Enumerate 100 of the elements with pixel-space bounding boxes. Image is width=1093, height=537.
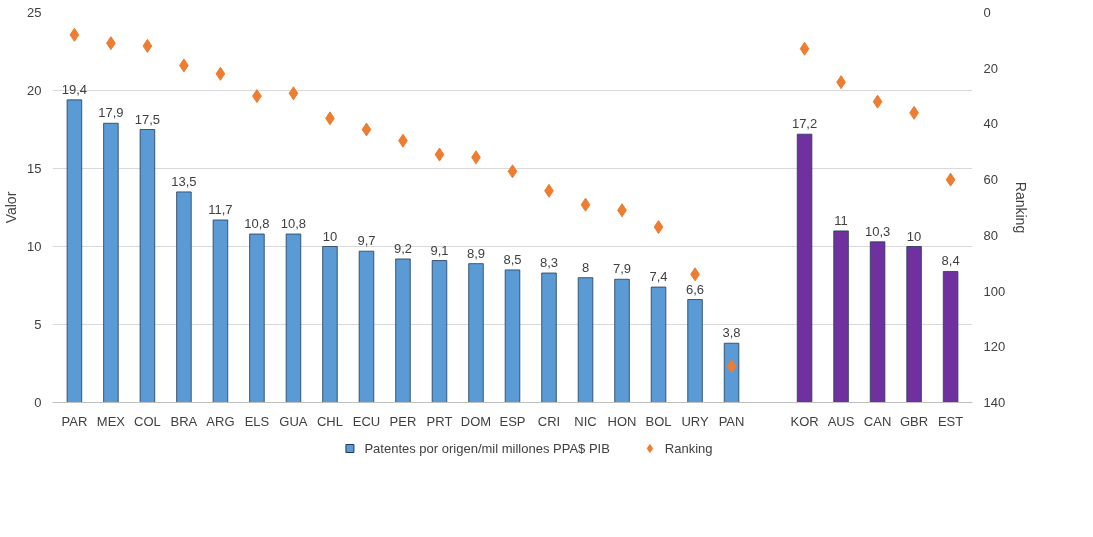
x-tick-label: AUS xyxy=(827,413,855,429)
x-tick-label: GBR xyxy=(900,413,929,429)
x-tick-label: ELS xyxy=(244,413,270,429)
bar xyxy=(833,230,849,403)
data-label: 13,5 xyxy=(171,173,197,189)
x-tick-label: ESP xyxy=(499,413,526,429)
legend-label: Ranking xyxy=(664,440,713,456)
bar xyxy=(395,258,411,403)
x-tick-label: CHL xyxy=(316,413,343,429)
bar xyxy=(322,246,338,403)
x-tick-label: COL xyxy=(134,413,161,429)
data-label: 7,9 xyxy=(612,261,632,277)
point xyxy=(507,164,518,179)
bar xyxy=(723,342,740,403)
y-tick-label: 25 xyxy=(27,5,42,20)
point xyxy=(653,220,664,234)
bar xyxy=(212,219,229,403)
point xyxy=(434,147,445,162)
bar xyxy=(176,191,192,403)
point xyxy=(215,66,226,81)
y2-tick-label: 80 xyxy=(983,227,998,243)
data-label: 11,7 xyxy=(208,201,233,217)
data-label: 10,3 xyxy=(864,223,891,239)
point xyxy=(945,172,956,187)
bar xyxy=(504,269,521,403)
point xyxy=(69,27,80,42)
y-axis-title: Valor xyxy=(3,191,20,224)
y2-tick-label: 0 xyxy=(983,5,991,20)
point xyxy=(580,197,591,212)
x-tick-label: CRI xyxy=(537,413,561,429)
data-label: 7,4 xyxy=(649,269,668,285)
x-tick-label: KOR xyxy=(790,413,819,429)
data-label: 17,5 xyxy=(134,111,161,127)
x-tick-label: URY xyxy=(681,413,709,429)
point xyxy=(142,38,153,53)
bar xyxy=(650,286,667,403)
y2-tick-label: 120 xyxy=(983,339,1006,355)
x-tick-label: PER xyxy=(389,413,417,429)
y-tick-label: 10 xyxy=(27,239,42,254)
data-label: 8,3 xyxy=(539,255,559,271)
bar xyxy=(687,299,703,403)
data-label: 3,8 xyxy=(722,325,741,341)
point xyxy=(288,86,299,101)
data-label: 6,6 xyxy=(686,281,705,297)
x-tick-label: EST xyxy=(937,413,964,429)
x-tick-label: PAR xyxy=(61,413,88,429)
x-tick-label: PAN xyxy=(718,413,745,429)
bar xyxy=(541,272,557,403)
y-tick-label: 5 xyxy=(34,317,42,332)
data-label: 10 xyxy=(322,228,338,244)
bar xyxy=(869,241,886,403)
bar xyxy=(614,278,630,403)
bar xyxy=(906,246,922,403)
data-label: 9,2 xyxy=(393,240,413,256)
data-label: 9,1 xyxy=(430,242,449,258)
y2-tick-label: 100 xyxy=(983,283,1006,299)
y2-tick-label: 20 xyxy=(983,60,998,76)
bar xyxy=(942,271,959,403)
x-tick-label: BOL xyxy=(645,413,672,429)
data-label: 8,9 xyxy=(466,245,486,261)
x-tick-label: BRA xyxy=(170,413,198,429)
data-label: 11 xyxy=(834,212,848,228)
bar xyxy=(468,263,484,403)
bar xyxy=(139,129,156,403)
data-label: 8 xyxy=(581,259,590,275)
data-label: 8,4 xyxy=(941,253,960,269)
data-label: 10,8 xyxy=(244,216,270,232)
bar xyxy=(358,250,375,403)
x-tick-label: CAN xyxy=(863,413,892,429)
legend-label: Patentes por origen/mil millones PPA$ PIB xyxy=(364,440,610,456)
x-tick-label: GUA xyxy=(279,413,308,429)
x-tick-label: ECU xyxy=(352,413,381,429)
y2-tick-label: 60 xyxy=(983,172,998,188)
x-tick-label: HON xyxy=(607,413,637,429)
data-label: 19,4 xyxy=(61,81,88,97)
x-tick-label: MEX xyxy=(96,413,126,429)
bar xyxy=(249,233,265,403)
bar xyxy=(103,122,119,403)
y-tick-label: 0 xyxy=(34,395,42,410)
x-tick-label: NIC xyxy=(574,413,597,429)
point xyxy=(361,122,372,137)
bar xyxy=(285,233,302,403)
bar xyxy=(431,260,448,403)
bar xyxy=(796,133,813,403)
data-label: 9,7 xyxy=(357,233,376,249)
bar xyxy=(577,277,594,403)
data-label: 10,8 xyxy=(280,216,307,232)
y2-axis-title: Ranking xyxy=(1013,181,1030,234)
point xyxy=(872,94,883,109)
y2-tick-label: 40 xyxy=(983,116,998,132)
data-label: 17,2 xyxy=(791,116,818,132)
point xyxy=(799,41,810,56)
data-label: 8,5 xyxy=(503,251,522,267)
x-tick-label: PRT xyxy=(426,413,453,429)
y-tick-label: 15 xyxy=(27,161,42,176)
bar xyxy=(66,99,83,403)
data-label: 17,9 xyxy=(98,105,124,121)
y-tick-label: 20 xyxy=(27,83,42,98)
x-tick-label: DOM xyxy=(460,413,492,429)
data-label: 10 xyxy=(906,228,922,244)
